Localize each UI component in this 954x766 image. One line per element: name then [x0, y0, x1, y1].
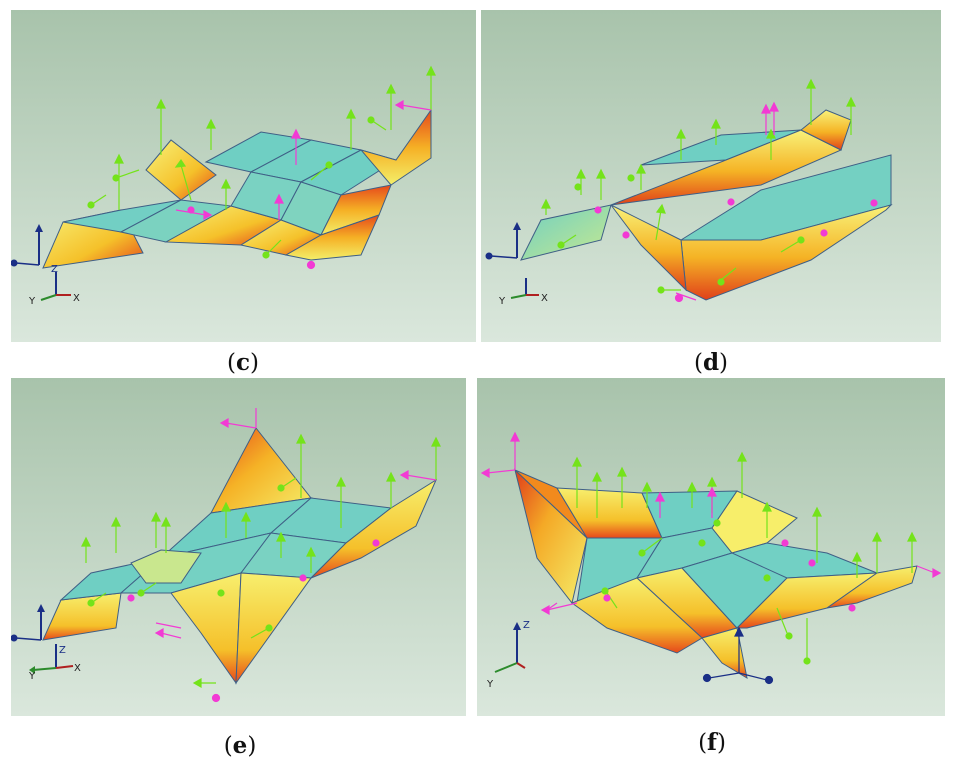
panel-c-vectors — [87, 65, 436, 270]
panel-d-surface — [520, 109, 893, 301]
panel-d-axis-y-label: Y — [498, 296, 506, 307]
panel-e: Z X Y — [11, 378, 466, 716]
caption-e: (e) — [223, 732, 257, 760]
panel-e-surface — [42, 427, 438, 685]
panel-f-surface — [514, 468, 918, 680]
panel-c-axis-x-label: X — [73, 293, 80, 304]
panel-c: Z X Y — [11, 10, 476, 342]
panel-d-viewport: X Y — [481, 10, 941, 342]
panel-d-vectors — [541, 78, 878, 303]
panel-d-axis-triad: X Y — [485, 222, 548, 307]
caption-e-label: e — [232, 732, 248, 759]
panel-c-axis-z-label: Z — [51, 264, 58, 275]
caption-f-label: f — [707, 729, 717, 756]
caption-d-label: d — [702, 349, 720, 376]
panel-f-viewport: Z Y — [477, 378, 945, 716]
panel-f-vectors — [480, 431, 942, 685]
panel-f-axis-y-label: Y — [486, 679, 494, 690]
caption-c: (c) — [227, 349, 259, 377]
caption-f: (f) — [698, 729, 726, 757]
panel-e-axis-triad: Z X Y — [11, 604, 81, 682]
panel-f-axis-z-label: Z — [523, 620, 530, 631]
panel-f: Z Y — [477, 378, 945, 716]
panel-c-axis-triad: Z X Y — [11, 224, 80, 307]
panel-e-vectors — [81, 408, 441, 703]
panel-e-axis-x-label: X — [74, 663, 81, 674]
panel-d: X Y — [481, 10, 941, 342]
panel-e-viewport: Z X Y — [11, 378, 466, 716]
caption-d: (d) — [693, 349, 729, 377]
panel-c-viewport: Z X Y — [11, 10, 476, 342]
panel-f-axis-triad: Z Y — [486, 620, 530, 690]
panel-d-axis-x-label: X — [541, 293, 548, 304]
panel-c-axis-y-label: Y — [28, 296, 36, 307]
caption-c-label: c — [235, 349, 250, 376]
panel-e-axis-y-label: Y — [28, 671, 36, 682]
panel-e-axis-z-label: Z — [59, 645, 66, 656]
